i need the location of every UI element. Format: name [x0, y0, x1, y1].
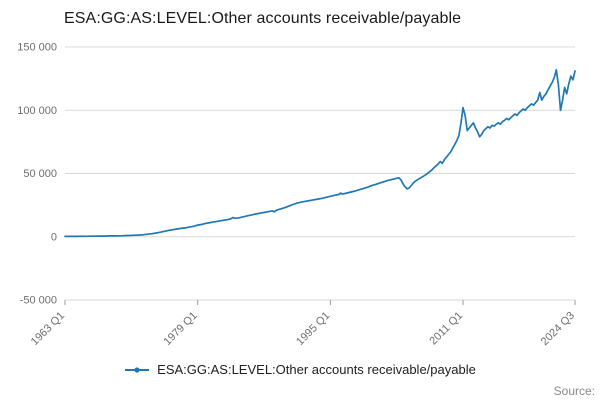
y-tick-label: 150 000	[17, 42, 57, 54]
chart-legend[interactable]: ESA:GG:AS:LEVEL:Other accounts receivabl…	[0, 362, 600, 377]
x-tick-labels: 1963 Q1 1979 Q1 1995 Q1 2011 Q1 2024 Q3	[29, 310, 577, 348]
y-tick-label: 0	[51, 231, 57, 243]
x-tick-label: 2011 Q1	[427, 310, 465, 348]
chart-svg: -50 000 0 50 000 100 000 150 000 1963 Q1 1979…	[17, 42, 577, 348]
x-tick-label: 1963 Q1	[29, 310, 67, 348]
y-tick-label: 50 000	[23, 168, 57, 180]
y-tick-label: 100 000	[17, 105, 57, 117]
legend-label: ESA:GG:AS:LEVEL:Other accounts receivabl…	[157, 362, 476, 377]
legend-line-marker-icon	[125, 366, 150, 373]
gridlines	[65, 46, 575, 301]
chart-title: ESA:GG:AS:LEVEL:Other accounts receivabl…	[64, 10, 462, 27]
series-lines	[64, 68, 576, 238]
y-tick-label: -50 000	[20, 295, 57, 307]
x-tick-label: 1979 Q1	[161, 310, 199, 348]
x-tick-label: 2024 Q3	[539, 310, 577, 348]
x-tick-label: 1995 Q1	[294, 310, 332, 348]
legend-dot	[134, 366, 140, 373]
x-ticks	[64, 300, 576, 305]
chart-line	[64, 68, 576, 238]
source-label: Source:	[553, 384, 595, 398]
y-tick-labels: -50 000 0 50 000 100 000 150 000	[17, 42, 57, 307]
